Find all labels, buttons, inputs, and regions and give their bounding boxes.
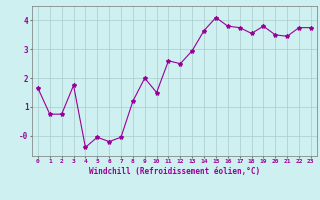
X-axis label: Windchill (Refroidissement éolien,°C): Windchill (Refroidissement éolien,°C) xyxy=(89,167,260,176)
